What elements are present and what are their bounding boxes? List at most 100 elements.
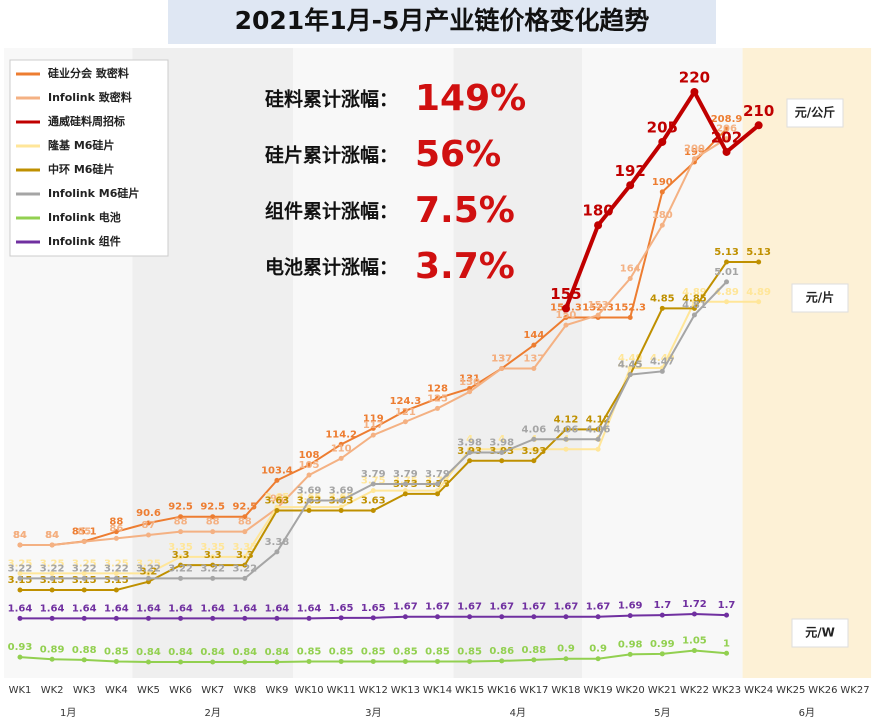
month-band — [453, 48, 583, 678]
data-label: 153 — [588, 300, 609, 311]
data-point — [659, 222, 665, 228]
data-point — [338, 498, 344, 504]
data-label: 1.72 — [682, 599, 707, 610]
data-label: 0.86 — [489, 646, 514, 657]
series-line — [20, 300, 759, 575]
data-point — [274, 549, 280, 555]
data-point — [306, 472, 312, 478]
data-label: 131 — [459, 373, 480, 384]
data-label: 121 — [395, 407, 416, 418]
data-point — [81, 575, 87, 581]
data-point — [594, 221, 603, 230]
data-label: 0.85 — [361, 646, 386, 657]
data-point — [113, 529, 119, 535]
data-point — [306, 658, 312, 664]
data-point — [627, 365, 633, 371]
annotation-label: 硅料累计涨幅： — [265, 88, 398, 111]
data-label: 0.85 — [393, 646, 418, 657]
data-point — [595, 436, 601, 442]
data-point — [210, 575, 216, 581]
data-point — [724, 136, 730, 142]
data-point — [724, 126, 730, 132]
data-point — [724, 650, 730, 656]
data-point — [724, 259, 730, 265]
data-label: 0.88 — [522, 645, 547, 656]
data-label: 84 — [45, 530, 59, 541]
data-label: 3.65 — [329, 492, 354, 503]
data-label: 4.81 — [682, 300, 707, 311]
data-label: 3.63 — [265, 495, 290, 506]
data-label: 1.7 — [653, 600, 671, 611]
data-point — [242, 529, 248, 535]
x-tick-label: WK23 — [712, 685, 741, 696]
data-label: 3.38 — [265, 537, 290, 548]
data-point — [595, 446, 601, 452]
data-point — [563, 436, 569, 442]
data-point — [81, 615, 87, 621]
data-label: 3.25 — [136, 558, 161, 569]
data-point — [467, 614, 473, 620]
data-label: 3.25 — [104, 558, 129, 569]
data-label: 3.22 — [104, 563, 129, 574]
data-point — [113, 615, 119, 621]
data-point — [17, 587, 23, 593]
data-point — [17, 575, 23, 581]
data-point — [145, 659, 151, 665]
data-label: 124.3 — [390, 396, 422, 407]
data-label: 205 — [647, 118, 678, 136]
legend-label: 中环 M6硅片 — [48, 162, 114, 176]
data-point — [595, 656, 601, 662]
legend-label: Infolink M6硅片 — [48, 186, 139, 200]
data-label: 4.47 — [650, 356, 675, 367]
x-tick-label: WK18 — [551, 685, 580, 696]
month-band — [742, 48, 872, 678]
data-point — [306, 462, 312, 468]
data-point — [145, 532, 151, 538]
data-point — [49, 542, 55, 548]
unit-box — [791, 283, 849, 313]
data-label: 1.64 — [232, 603, 257, 614]
data-label: 192 — [615, 162, 646, 180]
data-point — [595, 312, 601, 318]
data-label: 86 — [109, 523, 123, 534]
data-label: 0.9 — [589, 644, 607, 655]
x-tick-label: WK1 — [9, 685, 32, 696]
data-label: 4 — [466, 434, 473, 445]
data-point — [626, 181, 635, 190]
data-point — [658, 137, 667, 146]
data-point — [242, 615, 248, 621]
unit-label: 元/公斤 — [795, 105, 835, 120]
x-tick-label: WK11 — [327, 685, 356, 696]
data-point — [756, 259, 762, 265]
data-label: 3.69 — [329, 486, 354, 497]
data-label: 88 — [206, 517, 220, 528]
data-label: 103.4 — [261, 465, 293, 476]
data-label: 84 — [13, 530, 27, 541]
data-point — [499, 658, 505, 664]
data-point — [724, 279, 730, 285]
month-label: 6月 — [799, 707, 815, 719]
data-point — [113, 575, 119, 581]
data-point — [210, 529, 216, 535]
x-tick-label: WK6 — [169, 685, 192, 696]
legend-label: Infolink 电池 — [48, 210, 121, 224]
x-tick-label: WK10 — [294, 685, 323, 696]
data-point — [113, 587, 119, 593]
x-tick-label: WK22 — [680, 685, 709, 696]
x-tick-label: WK19 — [583, 685, 612, 696]
data-label: 110 — [331, 443, 352, 454]
data-label: 4 — [498, 434, 505, 445]
data-label: 5.01 — [714, 267, 739, 278]
data-label: 202 — [711, 128, 742, 146]
data-label: 1.64 — [40, 603, 65, 614]
data-label: 0.85 — [104, 646, 129, 657]
data-point — [178, 529, 184, 535]
data-point — [627, 315, 633, 321]
data-point — [531, 446, 537, 452]
data-point — [402, 481, 408, 487]
data-point — [242, 514, 248, 520]
data-point — [49, 656, 55, 662]
data-label: 3.22 — [200, 563, 225, 574]
data-point — [370, 481, 376, 487]
data-label: 3.25 — [72, 558, 97, 569]
